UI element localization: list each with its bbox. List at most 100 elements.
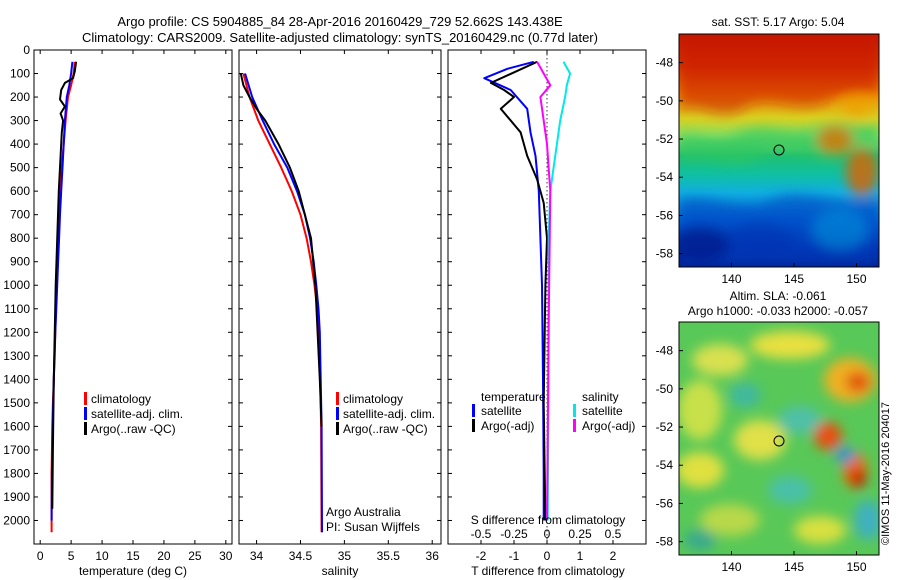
salinity-lines <box>239 73 323 533</box>
temperature-legend-argo: Argo(-adj) <box>481 419 534 433</box>
temperature-legend: climatology satellite-adj. clim. Argo(..… <box>84 392 183 436</box>
salinity-ticks: 34 34.5 35 35.5 36 <box>239 49 441 563</box>
sla-map-title: Altim. SLA: -0.061 <box>730 289 827 303</box>
temperature-xlabel: temperature (deg C) <box>79 564 187 578</box>
x-tick-label: 2 <box>610 549 617 563</box>
series-line <box>536 61 552 521</box>
argo-position-marker <box>773 144 785 156</box>
salinity-legend: climatology satellite-adj. clim. Argo(..… <box>336 392 435 436</box>
sla-map-image <box>679 322 879 555</box>
map-y-tick-label: -50 <box>656 94 674 108</box>
difference-legend-salinity: salinity satellite Argo(-adj) <box>573 390 635 433</box>
map-x-tick-label: 145 <box>784 560 804 574</box>
sst-map-ticks: 140 145 150 -48 -50 -52 -54 -56 -58 <box>656 56 867 286</box>
difference-xlabel: T difference from climatology <box>471 564 625 578</box>
map-x-tick-label: 145 <box>784 272 804 286</box>
temperature-legend-heading: temperature <box>481 390 546 404</box>
y-tick-label: 1800 <box>3 466 30 480</box>
figure-title-line1: Argo profile: CS 5904885_84 28-Apr-2016 … <box>117 14 563 29</box>
sla-map-axes <box>678 321 880 556</box>
map-y-tick-label: -52 <box>656 132 674 146</box>
salinity-legend-argo: Argo(..raw -QC) <box>343 422 428 436</box>
legend-swatch-satellite <box>84 407 87 420</box>
legend-swatch-sat-salinity <box>573 404 576 417</box>
x-tick-label: 10 <box>95 549 109 563</box>
series-line <box>239 73 323 427</box>
difference-legend-temperature: temperature satellite Argo(-adj) <box>472 390 546 433</box>
series-line <box>244 73 323 533</box>
series-line <box>51 61 78 509</box>
y-tick-label: 200 <box>10 90 30 104</box>
map-y-tick-label: -56 <box>656 208 674 222</box>
salinity-legend-satellite: satellite <box>582 404 623 418</box>
difference-xlabel-top: S difference from climatology <box>471 513 626 527</box>
sst-map-title: sat. SST: 5.17 Argo: 5.04 <box>712 15 845 29</box>
series-line <box>483 60 545 521</box>
map-y-tick-label: -56 <box>656 496 674 510</box>
map-y-tick-label: -48 <box>656 344 674 358</box>
map-x-tick-label: 150 <box>846 272 866 286</box>
series-line <box>546 61 572 521</box>
map-y-tick-label: -54 <box>656 458 674 472</box>
sla-map-panel: Altim. SLA: -0.061 Argo h1000: -0.033 h2… <box>656 289 880 574</box>
sst-map-image <box>679 34 879 267</box>
map-y-tick-label: -48 <box>656 56 674 70</box>
sst-map-axes <box>678 33 880 268</box>
map-x-tick-label: 150 <box>846 560 866 574</box>
temperature-legend-satellite: satellite-adj. clim. <box>91 407 183 421</box>
y-tick-label: 1200 <box>3 325 30 339</box>
y-tick-label: 1700 <box>3 443 30 457</box>
watermark-text: ©IMOS 11-May-2016 204017 <box>880 402 892 545</box>
salinity-legend-heading: salinity <box>582 390 619 404</box>
sst-map-panel: sat. SST: 5.17 Argo: 5.04 140 145 150 -48 -5… <box>656 15 880 286</box>
x-tick-label: -1 <box>509 549 520 563</box>
figure-title-line2: Climatology: CARS2009. Satellite-adjuste… <box>82 30 598 45</box>
y-tick-label: 900 <box>10 255 30 269</box>
y-tick-label: 1100 <box>4 302 30 316</box>
y-tick-label: 500 <box>10 161 30 175</box>
x-tick-label: 5 <box>68 549 75 563</box>
y-tick-label: 100 <box>10 67 30 81</box>
x-tick-label-top: 0.25 <box>568 527 592 541</box>
credit-text: Argo Australia <box>326 505 401 519</box>
series-line <box>242 73 323 533</box>
temperature-legend-argo: Argo(..raw -QC) <box>91 422 176 436</box>
x-tick-label-top: 0.5 <box>605 527 622 541</box>
y-tick-label: 800 <box>10 231 30 245</box>
map-y-tick-label: -58 <box>656 535 674 549</box>
difference-panel: -2 -1 0 1 2 -0.5 -0.25 0 0.25 0.5 temperature sat… <box>447 49 647 578</box>
x-tick-label: 30 <box>219 549 233 563</box>
sla-map-ticks: 140 145 150 -48 -50 -52 -54 -56 -58 <box>656 344 867 574</box>
y-tick-label: 1900 <box>3 490 30 504</box>
temperature-legend-climatology: climatology <box>91 392 151 406</box>
x-tick-label-top: 0 <box>544 527 551 541</box>
y-tick-label: 2000 <box>3 513 30 527</box>
salinity-xlabel: salinity <box>322 564 359 578</box>
legend-swatch-climatology <box>336 392 339 405</box>
series-line <box>489 60 548 521</box>
legend-swatch-argo <box>336 422 339 435</box>
y-tick-label: 1500 <box>3 396 30 410</box>
y-tick-label: 1600 <box>3 419 30 433</box>
legend-swatch-argo <box>84 422 87 435</box>
salinity-axes <box>238 49 442 545</box>
x-tick-label: 34 <box>250 549 264 563</box>
map-x-tick-label: 140 <box>721 560 741 574</box>
legend-swatch-argo-salinity <box>573 419 576 432</box>
y-tick-label: 700 <box>10 208 30 222</box>
argo-position-marker <box>773 435 785 447</box>
y-tick-label: 1400 <box>3 372 30 386</box>
map-y-tick-label: -52 <box>656 420 674 434</box>
y-tick-label: 600 <box>10 184 30 198</box>
x-tick-label: 0 <box>544 549 551 563</box>
legend-swatch-climatology <box>84 392 87 405</box>
x-tick-label: 36 <box>426 549 440 563</box>
salinity-legend-climatology: climatology <box>343 392 403 406</box>
salinity-legend-satellite: satellite-adj. clim. <box>343 407 435 421</box>
temperature-lines <box>50 61 78 533</box>
x-tick-label: 1 <box>577 549 584 563</box>
difference-ticks: -2 -1 0 1 2 -0.5 -0.25 0 0.25 0.5 <box>448 49 646 563</box>
salinity-panel: 34 34.5 35 35.5 36 climatology satellite-adj… <box>238 49 442 578</box>
x-tick-label-top: -0.5 <box>471 527 492 541</box>
